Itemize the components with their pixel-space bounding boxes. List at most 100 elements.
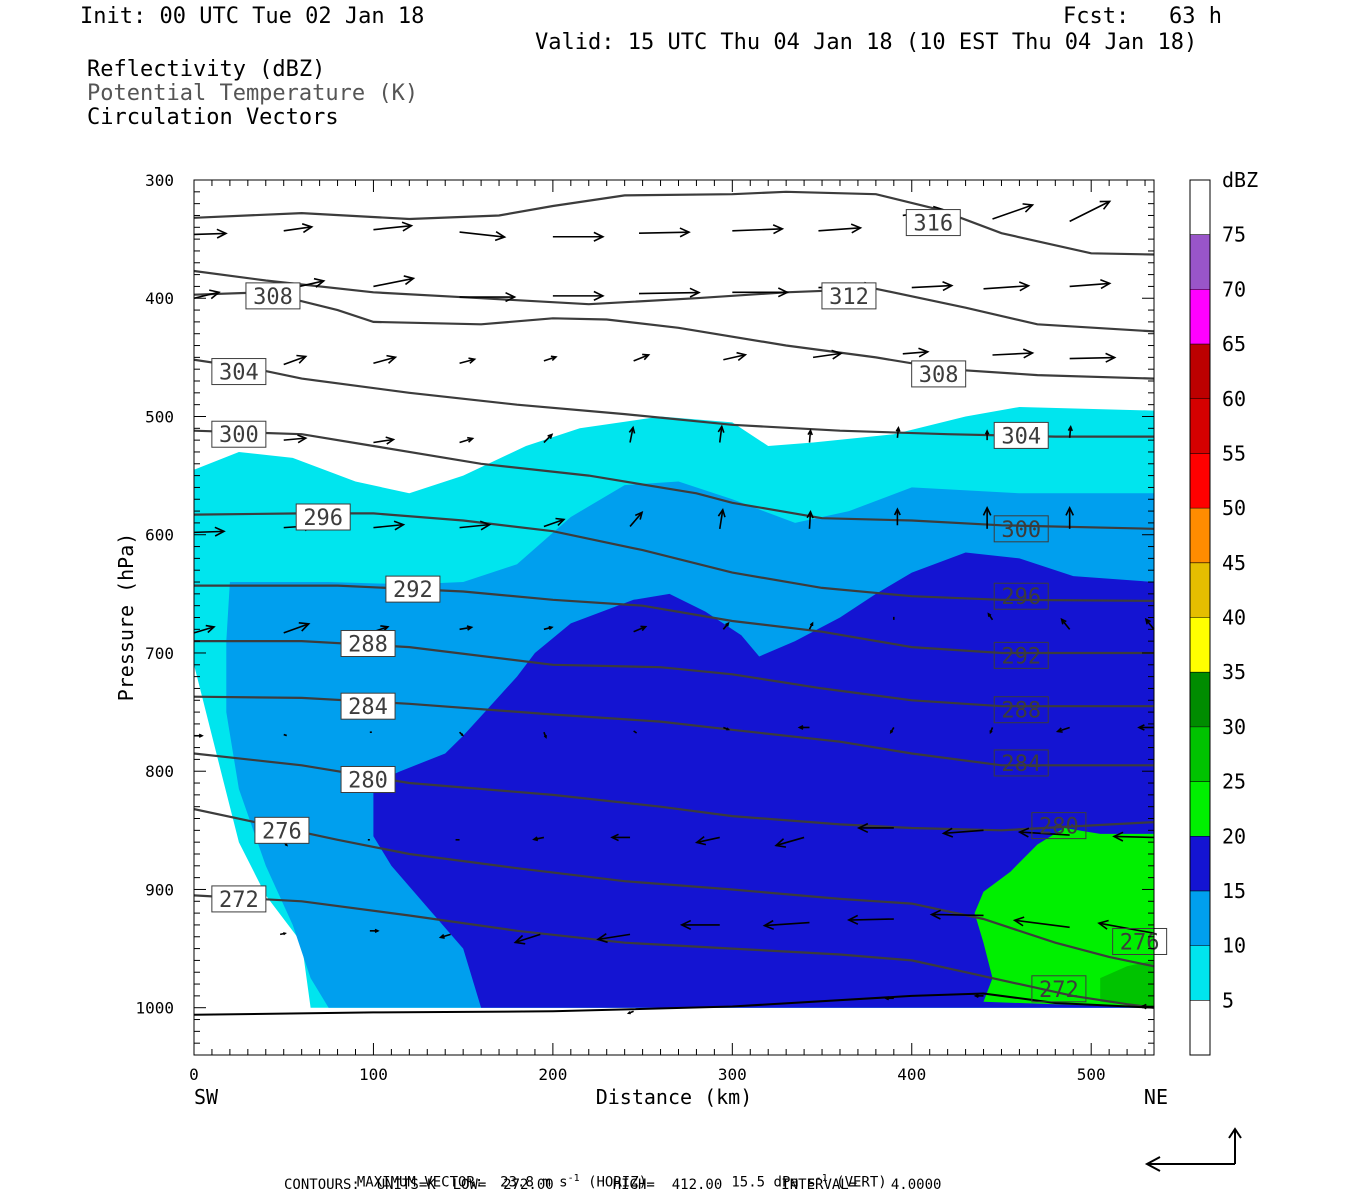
colorbar-level-label: 15 bbox=[1222, 879, 1246, 903]
circulation-vector bbox=[929, 909, 984, 920]
colorbar-swatch bbox=[1190, 562, 1210, 618]
svg-text:296: 296 bbox=[303, 506, 343, 531]
theta-label-280: 280 bbox=[1031, 812, 1087, 840]
circulation-vector bbox=[883, 996, 894, 1001]
y-tick-label: 800 bbox=[145, 762, 174, 781]
svg-text:316: 316 bbox=[913, 212, 953, 237]
theta-label-280: 280 bbox=[340, 765, 396, 793]
colorbar-level-label: 70 bbox=[1222, 277, 1246, 301]
circulation-vector bbox=[808, 621, 814, 630]
circulation-vector bbox=[459, 231, 507, 242]
theta-label-292: 292 bbox=[993, 641, 1049, 669]
circulation-vector bbox=[610, 833, 631, 842]
colorbar-swatch bbox=[1190, 836, 1210, 891]
horiz-exp: -1 bbox=[567, 1173, 580, 1184]
x-left-label: SW bbox=[194, 1085, 219, 1109]
svg-text:272: 272 bbox=[1039, 978, 1079, 1003]
legend-potential-temperature: Potential Temperature (K) bbox=[87, 81, 419, 106]
svg-text:308: 308 bbox=[919, 363, 959, 388]
circulation-vector bbox=[279, 932, 287, 936]
svg-text:304: 304 bbox=[1001, 424, 1041, 449]
circulation-vector bbox=[193, 228, 228, 239]
vert-value: 15.5 dPa s bbox=[731, 1174, 816, 1191]
circulation-vector bbox=[893, 507, 901, 526]
colorbar-level-label: 5 bbox=[1222, 988, 1234, 1012]
legend-circulation-vectors: Circulation Vectors bbox=[87, 105, 339, 130]
colorbar-swatch bbox=[1190, 672, 1210, 727]
circulation-vector bbox=[552, 290, 605, 301]
theta-contour-316 bbox=[194, 190, 1154, 256]
circulation-vector bbox=[911, 280, 954, 292]
y-tick-label: 1000 bbox=[135, 999, 174, 1018]
circulation-vector bbox=[1060, 617, 1071, 630]
vert-suffix: (VERT) bbox=[827, 1174, 887, 1191]
colorbar-swatch bbox=[1190, 234, 1210, 290]
circulation-vector bbox=[459, 436, 475, 444]
theta-label-284: 284 bbox=[340, 692, 396, 720]
x-tick-label: 400 bbox=[897, 1065, 926, 1084]
svg-text:296: 296 bbox=[1001, 585, 1041, 610]
circulation-vector bbox=[459, 357, 477, 365]
theta-label-304: 304 bbox=[993, 421, 1049, 449]
colorbar-title: dBZ bbox=[1222, 168, 1258, 192]
theta-label-312: 312 bbox=[821, 282, 877, 310]
circulation-vector bbox=[983, 281, 1031, 292]
colorbar-swatch bbox=[1190, 781, 1210, 837]
circulation-vector bbox=[283, 622, 311, 634]
theta-label-308: 308 bbox=[911, 360, 967, 388]
svg-text:284: 284 bbox=[1001, 752, 1041, 777]
theta-contour-300 bbox=[194, 429, 1154, 530]
circulation-vector bbox=[722, 621, 730, 630]
theta-label-304: 304 bbox=[211, 358, 267, 386]
theta-label-288: 288 bbox=[340, 630, 396, 658]
colorbar-swatch bbox=[1190, 890, 1210, 946]
circulation-vector bbox=[982, 505, 992, 529]
theta-label-292: 292 bbox=[385, 575, 441, 603]
theta-contour-304 bbox=[194, 358, 1154, 438]
circulation-vector bbox=[895, 425, 901, 438]
circulation-vector bbox=[373, 354, 398, 365]
colorbar-level-label: 60 bbox=[1222, 387, 1246, 411]
circulation-vector bbox=[1069, 200, 1112, 223]
circulation-vector bbox=[1012, 916, 1070, 929]
circulation-vector bbox=[889, 727, 895, 735]
circulation-vector bbox=[193, 526, 226, 537]
svg-text:288: 288 bbox=[348, 633, 388, 658]
colorbar-level-label: 50 bbox=[1222, 496, 1246, 520]
circulation-vector bbox=[369, 928, 380, 933]
circulation-vector bbox=[373, 436, 396, 445]
circulation-vector bbox=[459, 625, 474, 631]
circulation-vector bbox=[807, 428, 813, 443]
theta-contour-312 bbox=[194, 269, 1154, 333]
x-tick-label: 200 bbox=[538, 1065, 567, 1084]
theta-label-288: 288 bbox=[993, 696, 1049, 724]
circulation-vector bbox=[633, 625, 648, 633]
circulation-vector bbox=[1144, 617, 1155, 630]
svg-text:276: 276 bbox=[262, 819, 302, 844]
circulation-vector bbox=[552, 231, 605, 242]
circulation-vector bbox=[459, 520, 492, 531]
circulation-vector bbox=[987, 612, 994, 621]
circulation-vector bbox=[992, 203, 1035, 220]
svg-text:300: 300 bbox=[1001, 518, 1041, 543]
circulation-vector bbox=[629, 511, 644, 527]
svg-text:272: 272 bbox=[219, 888, 259, 913]
colorbar-swatch bbox=[1190, 453, 1210, 509]
svg-text:308: 308 bbox=[253, 285, 293, 310]
circulation-vector bbox=[1112, 831, 1155, 842]
svg-text:276: 276 bbox=[1120, 930, 1160, 955]
circulation-vector bbox=[723, 726, 731, 731]
svg-text:288: 288 bbox=[1001, 699, 1041, 724]
colorbar-level-label: 25 bbox=[1222, 770, 1246, 794]
circulation-vector bbox=[818, 223, 863, 234]
x-right-label: NE bbox=[1144, 1085, 1168, 1109]
svg-text:312: 312 bbox=[829, 285, 869, 310]
y-tick-label: 600 bbox=[145, 526, 174, 545]
circulation-vector bbox=[438, 933, 451, 939]
circulation-vector bbox=[846, 914, 894, 925]
theta-label-300: 300 bbox=[211, 420, 267, 448]
circulation-vector bbox=[723, 351, 748, 361]
circulation-vector bbox=[902, 347, 930, 358]
circulation-vector bbox=[984, 429, 990, 441]
